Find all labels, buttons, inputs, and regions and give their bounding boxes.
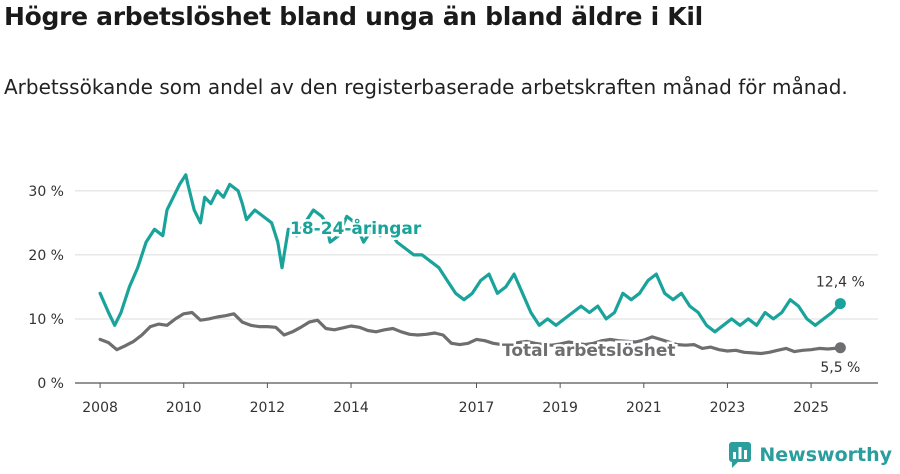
x-tick-label: 2017 bbox=[459, 400, 495, 416]
brand-logo: Newsworthy bbox=[729, 442, 892, 468]
series-label-total: Total arbetslöshet bbox=[502, 341, 676, 361]
y-tick-label: 0 % bbox=[37, 376, 64, 392]
x-tick-label: 2023 bbox=[710, 400, 746, 416]
value-label-youth: 12,4 % bbox=[816, 275, 865, 291]
newsworthy-logo-icon bbox=[729, 442, 752, 468]
x-tick-label: 2008 bbox=[82, 400, 118, 416]
brand-name: Newsworthy bbox=[759, 444, 892, 466]
x-tick-label: 2012 bbox=[250, 400, 286, 416]
series-end-point bbox=[834, 298, 846, 310]
series-label-youth: 18-24-åringar bbox=[290, 217, 422, 239]
x-tick-label: 2025 bbox=[793, 400, 829, 416]
series-line-youth bbox=[98, 173, 842, 334]
x-tick-label: 2014 bbox=[333, 400, 369, 416]
x-tick-label: 2019 bbox=[542, 400, 578, 416]
y-tick-label: 20 % bbox=[28, 248, 64, 264]
series-line-total bbox=[98, 310, 842, 356]
x-tick-label: 2010 bbox=[166, 400, 202, 416]
x-tick-label: 2021 bbox=[626, 400, 662, 416]
y-tick-label: 30 % bbox=[28, 184, 64, 200]
chart-title: Högre arbetslöshet bland unga än bland ä… bbox=[4, 2, 703, 31]
chart-subtitle: Arbetssökande som andel av den registerb… bbox=[4, 75, 848, 99]
series-end-point bbox=[834, 342, 846, 354]
value-label-total: 5,5 % bbox=[820, 360, 860, 376]
y-tick-label: 10 % bbox=[28, 312, 64, 328]
